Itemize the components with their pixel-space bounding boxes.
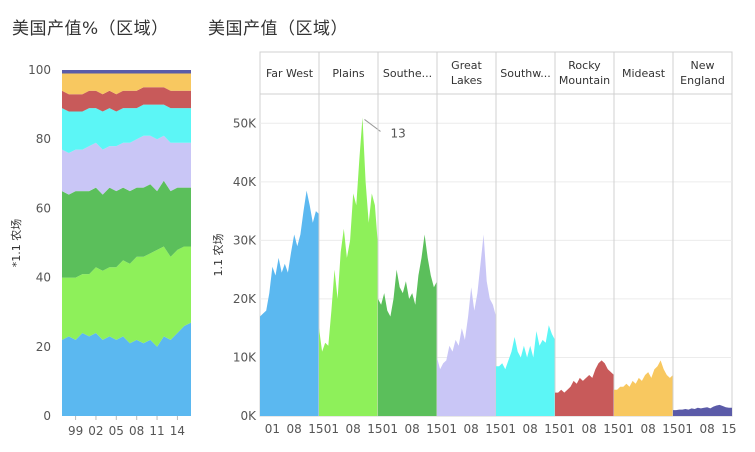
panel-x-tick-label: 01 (619, 422, 634, 436)
right-y-axis-label: 1.1 农场 (211, 234, 225, 277)
panel-header-great-lakes-line1: Great (451, 59, 482, 72)
left-y-tick-label: 0 (43, 409, 51, 423)
panel-header-rocky-mountain-line2: Mountain (559, 74, 610, 87)
panel-header-new-england-line2: England (680, 74, 725, 87)
panel-x-tick-label: 01 (442, 422, 457, 436)
left-area-great-lakes (62, 135, 191, 195)
panel-area-mideast (614, 360, 673, 416)
panel-x-tick-label: 15 (721, 422, 736, 436)
panel-x-tick-label: 08 (287, 422, 302, 436)
panel-area-southwest (496, 325, 555, 416)
panel-x-tick-label: 01 (501, 422, 516, 436)
right-y-tick-label: 30K (233, 233, 257, 247)
panel-x-tick-label: 01 (560, 422, 575, 436)
panel-header-far-west: Far West (266, 67, 314, 80)
panel-header-great-lakes-line2: Lakes (451, 74, 483, 87)
left-y-tick-label: 40 (36, 271, 51, 285)
panel-x-tick-label: 08 (405, 422, 420, 436)
left-y-tick-label: 60 (36, 201, 51, 215)
panel-area-far-west (260, 190, 319, 416)
panel-area-great-lakes (437, 234, 496, 416)
panel-header-plains: Plains (332, 67, 364, 80)
left-y-axis-label: *1.1 农场 (9, 219, 23, 268)
panel-x-tick-label: 08 (523, 422, 538, 436)
panel-area-southeast (378, 234, 437, 416)
left-x-tick-label: 14 (170, 424, 185, 438)
panel-x-tick-label: 08 (346, 422, 361, 436)
right-y-tick-label: 50K (233, 116, 257, 130)
panel-area-rocky-mountain (555, 360, 614, 416)
panel-x-tick-label: 08 (582, 422, 597, 436)
right-y-tick-label: 0K (240, 409, 257, 423)
panel-x-tick-label: 01 (265, 422, 280, 436)
panel-x-tick-label: 15 (426, 422, 441, 436)
left-y-tick-label: 20 (36, 340, 51, 354)
left-area-southeast (62, 180, 191, 278)
panel-x-tick-label: 15 (367, 422, 382, 436)
panel-x-tick-label: 15 (603, 422, 618, 436)
left-y-tick-label: 80 (36, 132, 51, 146)
panel-x-tick-label: 01 (324, 422, 339, 436)
left-x-tick-label: 08 (129, 424, 144, 438)
panel-x-tick-label: 15 (662, 422, 677, 436)
panel-x-tick-label: 08 (700, 422, 715, 436)
panel-header-rocky-mountain-line1: Rocky (568, 59, 601, 72)
left-x-tick-label: 02 (88, 424, 103, 438)
left-area-southwest (62, 104, 191, 153)
panel-x-tick-label: 08 (641, 422, 656, 436)
panel-x-tick-label: 15 (308, 422, 323, 436)
left-x-tick-label: 11 (149, 424, 164, 438)
left-area-far-west (62, 322, 191, 416)
panel-area-plains (319, 117, 378, 417)
left-area-plains (62, 246, 191, 347)
annotation-label: 13 (390, 126, 405, 140)
panel-header-southwest: Southw... (500, 67, 550, 80)
left-area-new-england (62, 70, 191, 74)
panel-x-tick-label: 08 (464, 422, 479, 436)
right-y-tick-label: 10K (233, 350, 257, 364)
panel-x-tick-label: 01 (383, 422, 398, 436)
left-y-tick-label: 100 (28, 63, 51, 77)
right-chart-title: 美国产值（区域） (208, 19, 348, 39)
panel-header-mideast: Mideast (622, 67, 666, 80)
panel-header-new-england-line1: New (691, 59, 715, 72)
panel-x-tick-label: 15 (485, 422, 500, 436)
left-chart-title: 美国产值%（区域） (12, 19, 169, 39)
panel-x-tick-label: 01 (678, 422, 693, 436)
panel-header-southeast: Southe... (383, 67, 432, 80)
panel-x-tick-label: 15 (544, 422, 559, 436)
panel-area-new-england (673, 404, 732, 416)
right-y-tick-label: 20K (233, 292, 257, 306)
right-y-tick-label: 40K (233, 175, 257, 189)
left-area-rocky-mountain (62, 87, 191, 112)
left-x-tick-label: 05 (109, 424, 124, 438)
left-area-mideast (62, 73, 191, 95)
left-x-tick-label: 99 (68, 424, 83, 438)
